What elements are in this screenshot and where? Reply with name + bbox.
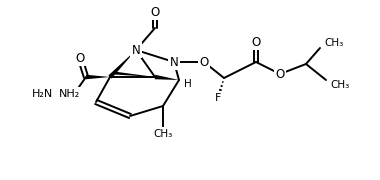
Text: CH₃: CH₃ bbox=[325, 38, 344, 48]
Text: N: N bbox=[169, 55, 178, 69]
Text: H₂N: H₂N bbox=[32, 89, 52, 99]
Text: CH₃: CH₃ bbox=[154, 129, 173, 139]
Text: NH₂: NH₂ bbox=[59, 89, 80, 99]
Text: F: F bbox=[215, 93, 221, 103]
Text: O: O bbox=[252, 35, 261, 48]
Text: CH₃: CH₃ bbox=[330, 80, 350, 90]
Text: O: O bbox=[150, 6, 160, 19]
Text: O: O bbox=[200, 55, 209, 69]
Text: N: N bbox=[131, 44, 140, 57]
Polygon shape bbox=[86, 75, 110, 79]
Polygon shape bbox=[108, 50, 136, 78]
Text: H: H bbox=[184, 79, 192, 89]
Polygon shape bbox=[155, 75, 179, 80]
Polygon shape bbox=[114, 71, 155, 77]
Text: O: O bbox=[276, 68, 285, 80]
Text: O: O bbox=[75, 51, 85, 64]
